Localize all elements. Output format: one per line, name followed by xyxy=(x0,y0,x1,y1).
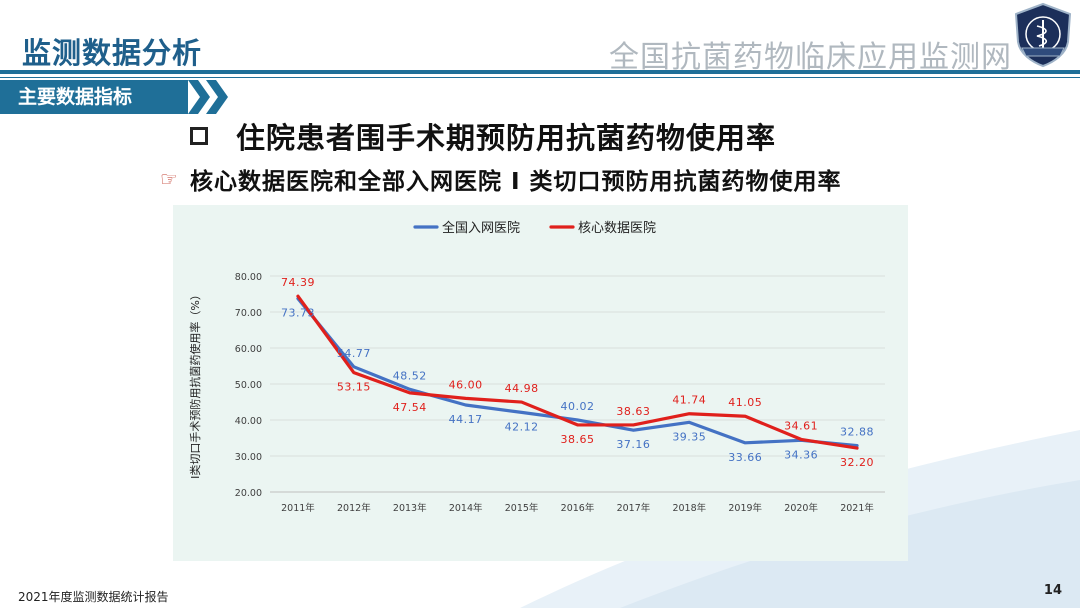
subheading-text: 核心数据医院和全部入网医院 Ⅰ 类切口预防用抗菌药物使用率 xyxy=(189,169,842,195)
legend-label: 全国入网医院 xyxy=(442,220,520,236)
data-label: 48.52 xyxy=(393,369,427,382)
data-label: 34.61 xyxy=(784,419,818,432)
x-tick-label: 2016年 xyxy=(561,502,595,514)
data-label: 32.20 xyxy=(840,456,874,469)
x-tick-label: 2011年 xyxy=(281,502,315,514)
line-chart: 20.00 30.00 40.00 50.00 60.00 70.00 80.00 2011年… xyxy=(188,220,885,514)
monitoring-network-logo xyxy=(1014,2,1072,68)
x-tick-label: 2014年 xyxy=(449,502,483,514)
pointing-hand-icon: ☞ xyxy=(160,167,178,191)
y-tick-label: 40.00 xyxy=(235,416,262,427)
data-label: 41.05 xyxy=(728,396,762,409)
series-line-all-hospitals xyxy=(296,296,859,448)
y-tick-label: 60.00 xyxy=(235,344,262,355)
x-tick-label: 2013年 xyxy=(393,502,427,514)
data-label: 74.39 xyxy=(281,276,315,289)
x-tick-label: 2020年 xyxy=(784,502,818,514)
data-label: 46.00 xyxy=(449,378,483,391)
y-tick-label: 70.00 xyxy=(235,308,262,319)
y-tick-label: 50.00 xyxy=(235,380,262,391)
data-label: 44.98 xyxy=(505,382,539,395)
data-label: 33.66 xyxy=(728,451,762,464)
y-tick-label: 30.00 xyxy=(235,452,262,463)
x-tick-label: 2021年 xyxy=(840,502,874,514)
square-bullet-icon xyxy=(190,127,208,145)
main-heading: 住院患者围手术期预防用抗菌药物使用率 xyxy=(190,116,776,156)
data-label: 32.88 xyxy=(840,426,874,439)
y-tick-label: 20.00 xyxy=(235,488,262,499)
data-label: 39.35 xyxy=(672,430,706,443)
chart-panel: 20.00 30.00 40.00 50.00 60.00 70.00 80.00 2011年… xyxy=(173,205,908,561)
data-label: 42.12 xyxy=(505,420,539,433)
data-label: 40.02 xyxy=(561,400,595,413)
organization-name: 全国抗菌药物临床应用监测网 xyxy=(609,40,1012,75)
sub-heading: ☞ 核心数据医院和全部入网医院 Ⅰ 类切口预防用抗菌药物使用率 xyxy=(160,162,842,196)
header-rule-thin xyxy=(0,77,1080,78)
data-label: 38.65 xyxy=(561,433,595,446)
data-label: 44.17 xyxy=(449,413,483,426)
legend-label: 核心数据医院 xyxy=(578,221,656,236)
data-label: 41.74 xyxy=(672,394,706,407)
section-tag: 主要数据指标 xyxy=(0,80,188,114)
heading-text: 住院患者围手术期预防用抗菌药物使用率 xyxy=(236,121,777,155)
data-label: 73.73 xyxy=(281,307,315,320)
x-tick-label: 2017年 xyxy=(617,502,651,514)
data-label: 38.63 xyxy=(616,405,650,418)
data-label: 54.77 xyxy=(337,347,371,360)
header-rule xyxy=(0,70,1080,74)
data-label: 34.36 xyxy=(784,448,818,461)
data-label: 53.15 xyxy=(337,381,371,394)
x-tick-label: 2019年 xyxy=(728,502,762,514)
data-label: 37.16 xyxy=(616,438,650,451)
y-tick-label: 80.00 xyxy=(235,272,262,283)
page-number: 14 xyxy=(1043,583,1062,598)
series-line-core-hospitals xyxy=(296,294,859,450)
chevron-arrows-icon xyxy=(188,80,228,114)
data-label: 47.54 xyxy=(393,401,427,414)
report-name: 2021年度监测数据统计报告 xyxy=(18,590,169,604)
y-axis-label: Ⅰ类切口手术预防用抗菌药使用率（%） xyxy=(188,289,202,479)
x-tick-label: 2015年 xyxy=(505,502,539,514)
page-title: 监测数据分析 xyxy=(22,36,203,70)
x-tick-label: 2018年 xyxy=(672,502,706,514)
x-tick-label: 2012年 xyxy=(337,502,371,514)
